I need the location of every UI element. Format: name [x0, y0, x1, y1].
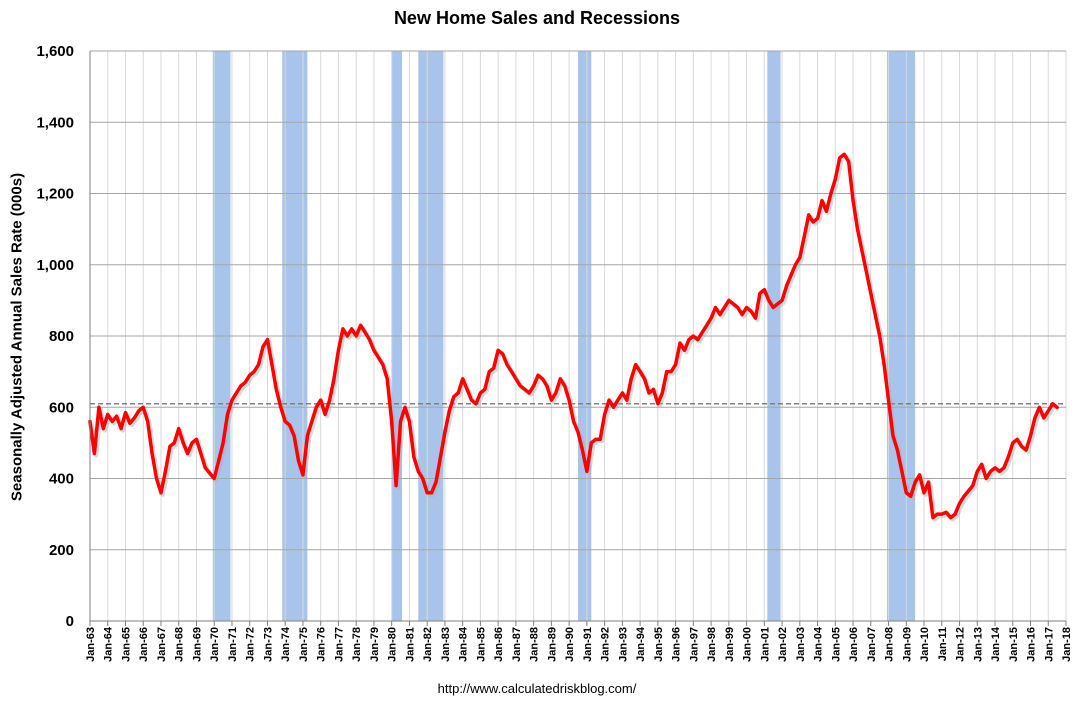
y-tick-label: 1,600: [36, 43, 74, 60]
x-tick-label: Jan-08: [884, 627, 896, 662]
x-tick-label: Jan-73: [262, 627, 274, 662]
x-tick-label: Jan-68: [174, 627, 186, 662]
x-tick-label: Jan-81: [404, 627, 416, 662]
x-tick-label: Jan-02: [777, 627, 789, 662]
x-tick-label: Jan-63: [85, 627, 97, 662]
x-tick-label: Jan-88: [529, 627, 541, 662]
y-tick-label: 1,400: [36, 114, 74, 131]
y-tick-labels: 0 200 400 600 800 1,000 1,200 1,400 1,600: [36, 43, 74, 630]
y-tick-label: 1,000: [36, 257, 74, 274]
x-tick-label: Jan-07: [866, 627, 878, 662]
series-group: [88, 152, 1061, 522]
x-tick-label: Jan-12: [955, 627, 967, 662]
x-tick-label: Jan-90: [564, 627, 576, 662]
x-tick-label: Jan-79: [369, 627, 381, 662]
chart-title: New Home Sales and Recessions: [393, 8, 681, 28]
x-tick-label: Jan-00: [742, 627, 754, 662]
x-tick-label: Jan-01: [759, 627, 771, 662]
series-line: [88, 152, 1059, 520]
x-tick-label: Jan-13: [972, 627, 984, 662]
y-tick-label: 800: [49, 328, 74, 345]
y-tick-label: 600: [49, 399, 74, 416]
source-url: http://www.calculatedriskblog.com/: [437, 681, 637, 696]
x-tick-label: Jan-87: [511, 627, 523, 662]
x-tick-label: Jan-09: [901, 627, 913, 662]
x-tick-label: Jan-80: [387, 627, 399, 662]
x-tick-label: Jan-70: [209, 627, 221, 662]
x-tick-label: Jan-10: [919, 627, 931, 662]
x-tick-label: Jan-18: [1061, 627, 1073, 662]
x-tick-label: Jan-05: [830, 627, 842, 662]
x-tick-label: Jan-69: [191, 627, 203, 662]
y-tick-label: 1,200: [36, 186, 74, 203]
x-tick-label: Jan-83: [440, 627, 452, 662]
y-tick-label: 200: [49, 542, 74, 559]
y-tick-label: 0: [66, 613, 74, 630]
x-tick-label: Jan-17: [1043, 627, 1055, 662]
x-tick-label: Jan-74: [280, 626, 292, 662]
x-tick-label: Jan-66: [138, 627, 150, 662]
x-tick-label: Jan-64: [103, 626, 115, 662]
x-tick-label: Jan-14: [990, 626, 1002, 662]
x-tick-label: Jan-76: [316, 627, 328, 662]
x-tick-label: Jan-15: [1008, 627, 1020, 662]
x-tick-label: Jan-16: [1026, 627, 1038, 662]
axes-group: [89, 51, 1066, 622]
y-tick-label: 400: [49, 471, 74, 488]
x-tick-label: Jan-65: [120, 627, 132, 662]
x-tick-label: Jan-91: [582, 627, 594, 662]
x-tick-label: Jan-89: [546, 627, 558, 662]
x-tick-label: Jan-06: [848, 627, 860, 662]
x-tick-label: Jan-99: [724, 627, 736, 662]
x-tick-label: Jan-86: [493, 627, 505, 662]
x-tick-label: Jan-04: [813, 626, 825, 662]
x-tick-label: Jan-78: [351, 627, 363, 662]
x-tick-label: Jan-03: [795, 627, 807, 662]
x-tick-label: Jan-97: [688, 627, 700, 662]
x-tick-label: Jan-67: [156, 627, 168, 662]
x-tick-label: Jan-94: [635, 626, 647, 662]
x-tick-label: Jan-11: [937, 627, 949, 661]
x-tick-label: Jan-72: [245, 627, 257, 662]
x-tick-label: Jan-75: [298, 627, 310, 662]
x-tick-label: Jan-84: [458, 626, 470, 662]
x-tick-label: Jan-71: [227, 627, 239, 662]
x-tick-labels: Jan-63 Jan-64 Jan-65 Jan-66 Jan-67 Jan-68 Jan-…: [85, 621, 1073, 662]
x-tick-label: Jan-93: [617, 627, 629, 662]
x-tick-label: Jan-95: [653, 627, 665, 662]
x-tick-label: Jan-85: [475, 627, 487, 662]
x-tick-label: Jan-98: [706, 627, 718, 662]
x-tick-label: Jan-82: [422, 627, 434, 662]
x-tick-label: Jan-77: [333, 627, 345, 662]
x-tick-label: Jan-96: [671, 627, 683, 662]
x-tick-label: Jan-92: [600, 627, 612, 662]
